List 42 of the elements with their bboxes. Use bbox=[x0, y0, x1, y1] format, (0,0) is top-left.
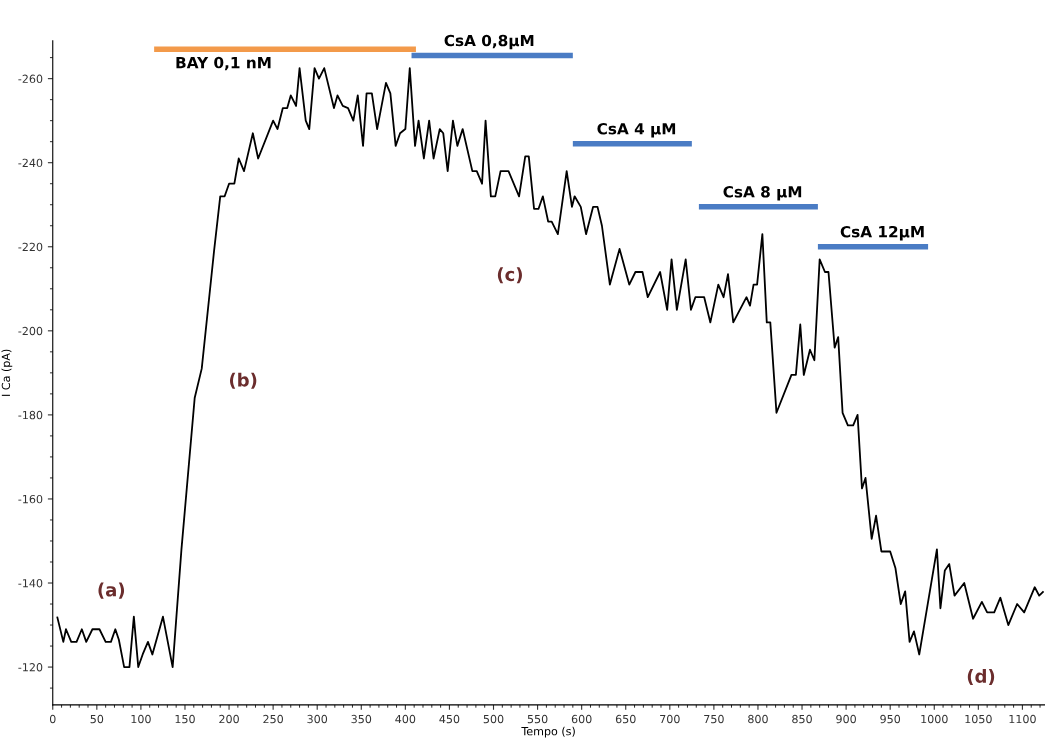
series-label: CsA 0,8μM bbox=[444, 34, 534, 50]
y-axis-title: I Ca (pA) bbox=[1, 349, 13, 396]
y-tick-label: -260 bbox=[18, 74, 43, 84]
y-tick-label: -180 bbox=[18, 410, 43, 420]
y-tick-label: -200 bbox=[18, 326, 43, 336]
x-tick-label: 450 bbox=[439, 714, 460, 724]
x-tick-label: 950 bbox=[880, 714, 901, 724]
x-axis-title: Tempo (s) bbox=[521, 726, 575, 738]
annotation: (a) bbox=[98, 582, 125, 599]
x-tick-label: 400 bbox=[395, 714, 416, 724]
y-tick-label: -120 bbox=[18, 663, 43, 672]
x-tick-label: 1000 bbox=[921, 714, 948, 724]
x-tick-label: 800 bbox=[748, 714, 768, 724]
x-tick-label: 150 bbox=[175, 714, 195, 724]
x-tick-label: 1050 bbox=[965, 714, 992, 724]
x-tick-label: 250 bbox=[263, 714, 283, 724]
x-tick-label: 1100 bbox=[1009, 714, 1036, 724]
series-label: BAY 0,1 nM bbox=[176, 56, 271, 71]
x-tick-label: 600 bbox=[571, 714, 592, 724]
x-tick-label: 750 bbox=[704, 714, 724, 724]
annotation: (b) bbox=[229, 372, 257, 389]
series-label: CsA 12μM bbox=[840, 225, 924, 241]
y-tick-label: -220 bbox=[18, 242, 43, 252]
annotation: (c) bbox=[497, 267, 522, 284]
y-tick-label: -160 bbox=[18, 494, 43, 504]
series-label: CsA 8 μM bbox=[723, 185, 802, 201]
x-tick-label: 100 bbox=[131, 714, 151, 724]
x-tick-label: 0 bbox=[49, 714, 56, 724]
x-tick-label: 900 bbox=[836, 714, 856, 724]
annotation: (d) bbox=[967, 668, 995, 686]
x-tick-label: 350 bbox=[351, 714, 372, 724]
x-tick-label: 650 bbox=[615, 714, 636, 724]
x-tick-label: 550 bbox=[527, 714, 548, 724]
x-tick-label: 300 bbox=[307, 714, 328, 724]
x-tick-label: 500 bbox=[483, 714, 504, 724]
y-tick-label: -140 bbox=[18, 578, 43, 588]
x-tick-label: 850 bbox=[792, 714, 812, 724]
series-label: CsA 4 μM bbox=[597, 122, 676, 138]
x-tick-label: 700 bbox=[660, 714, 680, 724]
y-tick-label: -240 bbox=[18, 158, 43, 168]
x-tick-label: 200 bbox=[219, 714, 239, 724]
x-tick-label: 50 bbox=[90, 714, 104, 724]
